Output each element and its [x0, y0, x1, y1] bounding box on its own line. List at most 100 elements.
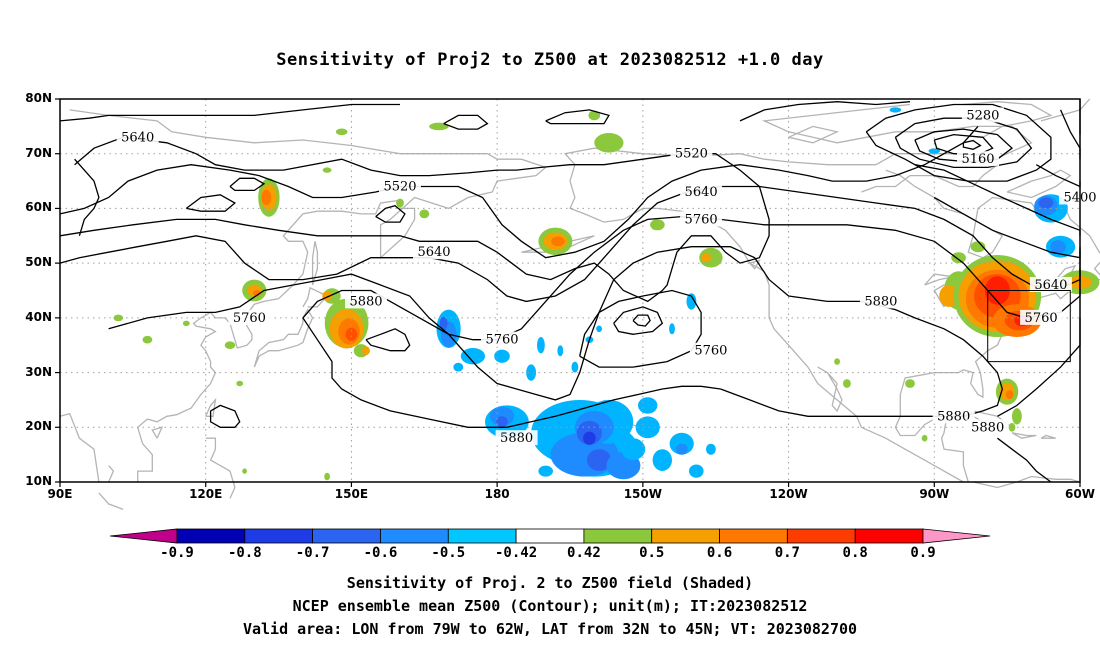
contour-label: 5760 — [233, 311, 266, 326]
sensitivity-patch — [706, 443, 716, 455]
z500-contour — [632, 314, 651, 327]
z500-contour — [894, 117, 1033, 169]
sensitivity-patch — [675, 443, 688, 455]
sensitivity-patch — [638, 397, 658, 414]
coastline-segment — [749, 259, 761, 270]
contour-label-bg — [932, 408, 975, 424]
sensitivity-patch — [669, 432, 694, 455]
contour-label: 5880 — [500, 431, 533, 446]
z500-contour — [579, 289, 702, 368]
sensitivity-patch — [699, 247, 723, 268]
sensitivity-patch — [928, 148, 941, 154]
coastline-segment — [569, 180, 964, 483]
z500-contour — [185, 194, 237, 212]
sensitivity-shading — [113, 107, 1100, 481]
coastline-segment — [1040, 434, 1056, 439]
sensitivity-patch — [396, 198, 404, 208]
coastline-segment — [59, 412, 100, 483]
colorbar-tick-label: -0.9 — [160, 545, 194, 561]
sensitivity-patch — [594, 133, 624, 153]
contour-label-bg — [859, 293, 902, 309]
sensitivity-patch — [905, 379, 915, 388]
coastline-segment — [98, 492, 124, 511]
z500-contour — [209, 404, 241, 428]
coastline-segment — [563, 147, 876, 182]
contour-label-bg — [345, 293, 387, 309]
sensitivity-patch — [224, 341, 236, 350]
contour-label: 5880 — [937, 409, 970, 424]
sensitivity-patch — [537, 337, 545, 354]
z500-contour — [997, 437, 1052, 483]
contour-label-bg — [413, 244, 455, 260]
sensitivity-patch — [889, 107, 902, 113]
contour-label: 5160 — [961, 152, 994, 167]
contour-label-bg — [116, 129, 159, 145]
contour-label: 5760 — [485, 333, 518, 348]
contour-label: 5640 — [1034, 278, 1067, 293]
contour-label-bg — [1020, 309, 1063, 325]
coastline-segment — [963, 101, 1053, 138]
coastline-segment — [817, 366, 843, 413]
caption-contour: NCEP ensemble mean Z500 (Contour); unit(… — [292, 597, 808, 615]
contour-label-bg — [481, 331, 523, 347]
sensitivity-patch — [335, 128, 348, 136]
sensitivity-patch — [453, 362, 464, 372]
lat-label: 70N — [25, 145, 52, 160]
z500-contour — [375, 204, 406, 223]
contour-label: 5760 — [694, 344, 727, 359]
sensitivity-patch — [1050, 240, 1066, 254]
z500-contour — [865, 103, 1052, 182]
sensitivity-patch — [970, 241, 986, 253]
sensitivity-patch — [429, 122, 449, 131]
colorbar-tick-label: 0.6 — [706, 545, 733, 561]
contour-label: 5880 — [971, 420, 1004, 435]
coastline-segment — [69, 109, 488, 155]
colorbar-segment — [447, 528, 517, 544]
colorbar-tick-label: -0.5 — [431, 545, 466, 561]
sensitivity-patch — [939, 285, 959, 307]
contour-label-bg — [966, 419, 1009, 435]
z500-contour — [613, 306, 664, 335]
valid-area-box — [987, 290, 1071, 363]
sensitivity-patch — [588, 110, 601, 121]
sensitivity-patch — [324, 472, 330, 481]
coastline-segment — [972, 475, 1081, 489]
z500-contour — [59, 125, 979, 259]
coastline-segment — [788, 125, 840, 144]
sensitivity-patch — [571, 361, 579, 373]
colorbar-segment — [787, 528, 856, 544]
contour-label-bg — [228, 309, 271, 325]
colorbar-under-triangle — [109, 528, 178, 544]
sensitivity-patch — [439, 316, 448, 330]
contour-label-bg — [957, 151, 999, 167]
colorbar-over-triangle — [922, 528, 991, 544]
sensitivity-patch — [669, 323, 675, 335]
lat-label: 30N — [25, 364, 52, 379]
sensitivity-patch — [621, 438, 646, 461]
z500-contour — [545, 109, 610, 125]
sensitivity-patch — [261, 189, 272, 206]
z500-contour — [1035, 164, 1081, 188]
colorbar-segment — [651, 528, 720, 544]
z500-contour — [302, 317, 721, 428]
colorbar-tick-label: 0.8 — [842, 545, 868, 561]
sensitivity-patch — [843, 379, 851, 388]
lat-label: 20N — [25, 419, 52, 434]
map-title: Sensitivity of Proj2 to Z500 at 20230825… — [276, 50, 824, 70]
lat-label: 60N — [25, 200, 52, 215]
coastline-segment — [1040, 98, 1091, 122]
contour-label: 5760 — [685, 212, 718, 227]
colorbar-tick-label: -0.7 — [295, 545, 330, 561]
sensitivity-patch — [345, 327, 358, 341]
contour-label: 5280 — [966, 108, 999, 123]
contour-label: 5520 — [383, 180, 416, 195]
sensitivity-patch — [182, 320, 190, 326]
sensitivity-patch — [526, 364, 536, 381]
axis-ticks — [55, 98, 1081, 487]
sensitivity-patch — [921, 434, 928, 442]
colorbar-segment — [719, 528, 788, 544]
z500-contour — [962, 139, 982, 150]
z500-contour — [1060, 109, 1081, 160]
sensitivity-patch — [1038, 197, 1054, 209]
contour-label-bg — [680, 184, 723, 199]
